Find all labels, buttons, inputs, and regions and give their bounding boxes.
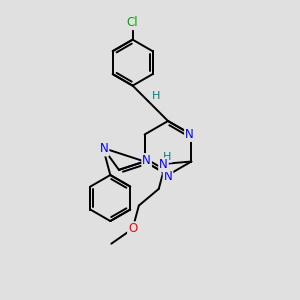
Text: Cl: Cl (127, 16, 139, 29)
Text: O: O (128, 222, 137, 235)
Text: N: N (159, 158, 168, 171)
Text: H: H (152, 91, 160, 101)
Text: H: H (163, 152, 172, 162)
Text: N: N (164, 169, 172, 182)
Text: N: N (185, 128, 194, 141)
Text: N: N (142, 154, 151, 167)
Text: N: N (100, 142, 108, 155)
